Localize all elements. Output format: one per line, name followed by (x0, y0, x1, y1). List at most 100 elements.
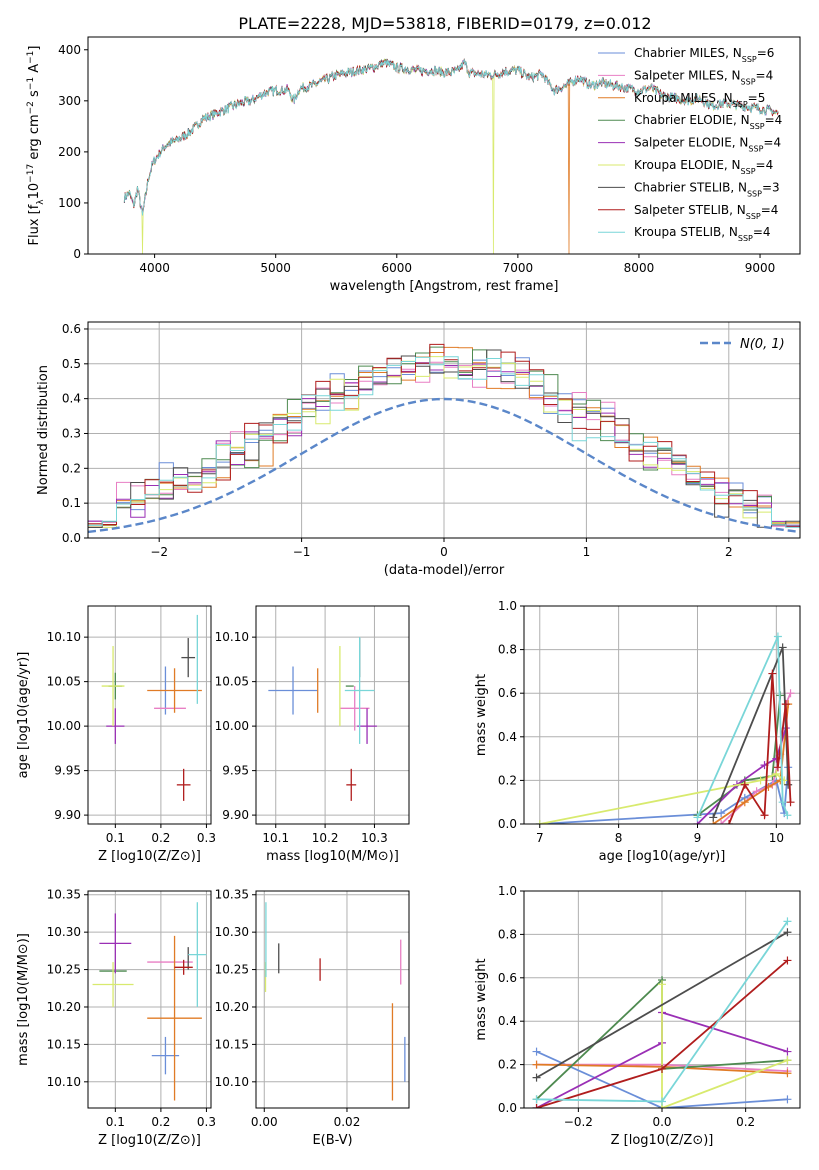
panel-mass_vs_z: 0.1 0.2 0.3 10.10 10.15 10.20 10.25 10.30 10.35 Z… (16, 888, 216, 1148)
legend-entry: Salpeter MILES, NSSP=4 (634, 68, 773, 86)
y-tick-label: 0.6 (498, 971, 517, 985)
legend-entry: Chabrier MILES, NSSP=6 (634, 46, 774, 64)
y-axis-label: mass weight (474, 674, 489, 756)
y-tick-label: 10.15 (215, 1037, 249, 1051)
y-tick-label: 200 (58, 145, 81, 159)
axes-frame (255, 890, 410, 1109)
y-tick-label: 0.6 (498, 686, 517, 700)
sfh-point-salpeter_stelib (783, 956, 792, 965)
y-tick-label: 10.15 (47, 1037, 81, 1051)
legend-entry: Kroupa STELIB, NSSP=4 (634, 225, 771, 243)
x-tick-label: 0.0 (652, 1115, 671, 1129)
y-tick-label: 10.10 (215, 1075, 249, 1089)
x-tick-label: 6000 (382, 261, 413, 275)
axes-frame (87, 321, 801, 539)
legend-sub: SSP (748, 144, 763, 153)
legend-sub: SSP (746, 211, 761, 220)
y-tick-label: 100 (58, 196, 81, 210)
legend-sub: SSP (747, 189, 762, 198)
sfh-line-kroupa_elodie (661, 984, 788, 1108)
y-tick-label: 9.90 (54, 808, 81, 822)
plot-area (535, 632, 795, 824)
label-part: erg cm (27, 114, 42, 163)
y-tick-label: 400 (58, 43, 81, 57)
y-tick-label: 0.8 (498, 643, 517, 657)
legend-tail: =4 (763, 136, 781, 150)
sfh-line-chabrier_stelib (536, 931, 788, 1079)
sfh-line-kroupa_stelib (696, 636, 789, 818)
label-part: 10 (27, 183, 42, 200)
y-tick-label: 0.1 (62, 496, 81, 510)
hist-step-salpeter_stelib (88, 343, 800, 538)
legend-entry: Chabrier STELIB, NSSP=3 (634, 180, 780, 198)
y-tick-label: 10.35 (47, 888, 81, 902)
y-tick-label: 0.8 (498, 927, 517, 941)
sfh-point-chabrier_stelib (783, 928, 792, 937)
x-axis-label: age [log10(age/yr)] (599, 849, 726, 864)
y-tick-label: 0 (73, 247, 81, 261)
sfh-point-kroupa_miles (740, 798, 749, 807)
label-part: −1 (26, 77, 36, 90)
label-part: Flux [f (27, 204, 42, 245)
sfh-point-salpeter_stelib (740, 780, 749, 789)
sfh-point-kroupa_elodie (756, 776, 765, 785)
x-tick-label: 1 (583, 545, 591, 559)
legend-label: Kroupa STELIB, N (634, 225, 738, 239)
y-tick-label: 10.00 (215, 719, 249, 733)
x-tick-label: −2 (150, 545, 168, 559)
panel-mass_vs_ebv: 0.00 0.02 10.10 10.15 10.20 10.25 10.30 10.35 E(… (215, 888, 410, 1148)
x-axis-label: Z [log10(Z/Z⊙)] (611, 1133, 714, 1148)
legend-tail: =4 (753, 225, 771, 239)
x-tick-label: 10.1 (262, 831, 289, 845)
x-axis-label: wavelength [Angstrom, rest frame] (330, 279, 559, 294)
legend-label: N(0, 1) (740, 337, 785, 352)
sfh-point-kroupa_stelib (783, 811, 792, 820)
plot-area (92, 902, 207, 1101)
y-axis-label: age [log10(age/yr)] (16, 652, 31, 779)
y-tick-label: 10.10 (47, 630, 81, 644)
y-tick-label: 10.10 (215, 630, 249, 644)
x-tick-label: 0 (440, 545, 448, 559)
legend-sub: SSP (741, 77, 756, 86)
y-tick-label: 10.20 (47, 1000, 81, 1014)
y-tick-label: 0.4 (498, 1014, 517, 1028)
legend-tail: =5 (748, 91, 766, 105)
y-tick-label: 10.30 (47, 925, 81, 939)
x-tick-label: 2 (725, 545, 733, 559)
y-tick-label: 10.25 (215, 963, 249, 977)
sfh-point-salpeter_stelib (658, 1064, 666, 1073)
y-axis-label: mass [log10(M/M⊙)] (16, 933, 31, 1066)
y-tick-label: 0.2 (498, 773, 517, 787)
y-tick-label: 300 (58, 94, 81, 108)
y-tick-label: 0.0 (498, 1101, 517, 1115)
x-tick-label: 5000 (260, 261, 291, 275)
sfh-line-kroupa_elodie (539, 772, 785, 824)
sfh-point-kroupa_elodie (772, 769, 781, 778)
sfh-point-salpeter_miles (717, 820, 726, 824)
x-tick-label: 0.2 (736, 1115, 755, 1129)
legend-label: Chabrier MILES, N (634, 46, 742, 60)
legend-sub: SSP (733, 99, 748, 108)
x-tick-label: 0.1 (106, 1115, 125, 1129)
legend-label: Kroupa ELODIE, N (634, 158, 741, 172)
sfh-point-kroupa_stelib (532, 1095, 541, 1104)
x-tick-label: 0.2 (151, 831, 170, 845)
y-tick-label: 1.0 (498, 599, 517, 613)
y-tick-label: 10.20 (215, 1000, 249, 1014)
plot-area (264, 902, 406, 1101)
legend-sub: SSP (750, 122, 765, 131)
legend-tail: =4 (761, 203, 779, 217)
legend-tail: =4 (756, 158, 774, 172)
legend-sub: SSP (741, 167, 756, 176)
y-tick-label: 0.0 (498, 817, 517, 831)
y-tick-label: 0.2 (498, 1058, 517, 1072)
x-tick-label: 7 (536, 831, 544, 845)
x-tick-label: 4000 (139, 261, 170, 275)
plot-area (268, 637, 377, 801)
x-axis-label: Z [log10(Z/Z⊙)] (98, 849, 201, 864)
plot-area (532, 917, 792, 1108)
sfh-point-kroupa_miles (783, 1069, 792, 1078)
legend-tail: =4 (756, 68, 774, 82)
sfh-point-chabrier_miles (532, 1047, 541, 1056)
x-tick-label: −1 (293, 545, 311, 559)
